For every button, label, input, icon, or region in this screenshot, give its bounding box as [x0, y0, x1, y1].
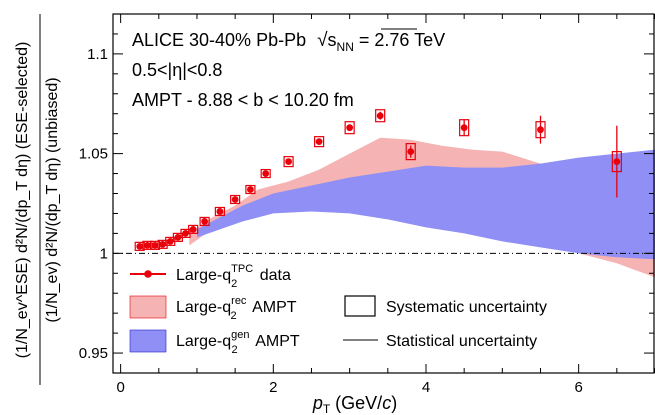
data-marker [376, 112, 384, 120]
legend-data-entry: Large-qTPC 2 data [130, 263, 291, 290]
data-marker [136, 242, 144, 250]
legend-data-label: Large-qTPC 2 data [176, 263, 291, 290]
data-point [199, 216, 210, 227]
sys-error-box [405, 143, 416, 161]
legend-gen-swatch [129, 329, 167, 353]
data-marker [460, 124, 468, 132]
data-point [611, 125, 622, 198]
sys-error-box [230, 194, 241, 205]
data-point [188, 224, 199, 234]
data-marker [174, 233, 182, 241]
legend-gen-label: Large-qgen 2 AMPT [176, 329, 300, 356]
data-marker [247, 186, 254, 193]
data-marker [143, 241, 151, 249]
y-axis-label-outer: (1/N_ev^ESE) d²N/(dp_T dη) (ESE-selected… [14, 42, 31, 359]
sys-error-box [214, 206, 225, 217]
legend-rec-swatch [129, 295, 167, 319]
y-tick-label: 1 [100, 245, 108, 262]
data-point [260, 168, 271, 179]
data-marker [231, 196, 239, 203]
bands-layer [189, 137, 655, 278]
sys-error-box [314, 136, 325, 148]
data-marker [537, 126, 544, 134]
data-point [375, 109, 386, 123]
data-point [172, 232, 183, 242]
data-point [214, 206, 225, 217]
x-tick-label: 6 [574, 379, 582, 396]
y-tick-label: 1.05 [79, 146, 108, 163]
sys-error-box [188, 224, 199, 234]
legend-stat-entry: Statistical uncertainty [343, 333, 537, 350]
data-point [283, 156, 294, 168]
legend: Large-qTPC 2 data Large-qrec 2 AMPT Large-… [129, 263, 547, 356]
data-marker [315, 138, 323, 146]
data-point [165, 236, 176, 246]
y-axis-label-inner: (1/N_ev) d²N/(dp_T dη) (unbiased) [44, 77, 61, 322]
sys-error-box [344, 121, 355, 135]
data-marker [407, 148, 415, 156]
legend-syst-entry: Systematic uncertainty [344, 295, 547, 317]
sys-error-box [535, 121, 546, 139]
x-tick-label: 4 [422, 379, 430, 396]
legend-rec-label: Large-qrec 2 AMPT [176, 295, 297, 322]
data-point [459, 119, 470, 137]
sys-error-box [199, 216, 210, 227]
sys-error-box [245, 184, 256, 195]
data-point [314, 136, 325, 148]
y-tick-label: 0.95 [79, 345, 108, 362]
data-marker [262, 170, 270, 177]
x-axis-label: pT (GeV/c) [312, 393, 397, 415]
sys-error-box [611, 151, 622, 173]
sys-error-box [260, 168, 271, 179]
legend-syst-label: Systematic uncertainty [386, 299, 547, 316]
data-marker [166, 237, 174, 245]
annotation-line2: 0.5<|η|<0.8 [132, 60, 222, 80]
data-points-layer [134, 109, 622, 251]
x-tick-label: 0 [116, 379, 124, 396]
data-point [344, 121, 355, 135]
annotation-line3: AMPT - 8.88 < b < 10.20 fm [132, 90, 354, 110]
data-point [157, 239, 168, 249]
sys-error-box [157, 239, 168, 249]
data-marker [613, 158, 621, 165]
axis-ticks-layer: 0 2 4 6 0.95 1 1.05 1.1 [79, 13, 655, 396]
x-tick-label: 2 [269, 379, 277, 396]
data-marker [285, 158, 292, 165]
legend-data-marker [144, 270, 152, 278]
legend-syst-swatch [344, 295, 376, 317]
y-tick-label: 1.1 [87, 46, 108, 63]
data-marker [159, 240, 167, 248]
data-point [535, 115, 546, 144]
data-point [245, 184, 256, 195]
data-marker [216, 208, 224, 215]
legend-stat-label: Statistical uncertainty [386, 333, 537, 350]
sys-error-box [375, 109, 386, 123]
data-marker [346, 124, 354, 132]
annotation-line1: ALICE 30-40% Pb-Pb √sNN = 2.76 TeV [132, 30, 445, 54]
data-marker [182, 229, 189, 237]
sys-error-box [459, 119, 470, 137]
legend-rec-entry: Large-qrec 2 AMPT [129, 295, 297, 322]
legend-gen-entry: Large-qgen 2 AMPT [129, 329, 300, 356]
band-gen-ampt [197, 149, 655, 260]
data-marker [201, 218, 209, 225]
data-marker [151, 241, 159, 249]
data-point [149, 240, 161, 250]
data-point [230, 194, 241, 205]
data-marker [189, 226, 197, 233]
annotations: ALICE 30-40% Pb-Pb √sNN = 2.76 TeV 0.5<|… [132, 28, 445, 110]
data-point [405, 143, 416, 161]
sys-error-box [283, 156, 294, 168]
